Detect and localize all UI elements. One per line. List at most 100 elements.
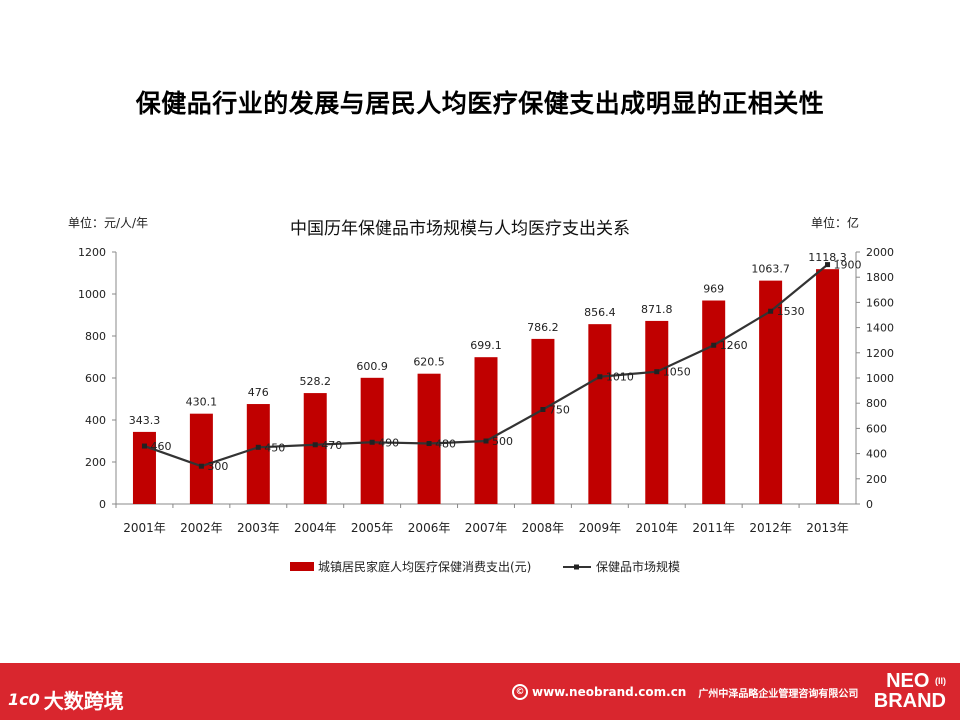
line-point [711, 342, 717, 348]
line-value-label: 500 [492, 435, 513, 448]
line-value-label: 490 [378, 436, 399, 449]
legend-label-bars: 城镇居民家庭人均医疗保健消费支出(元) [318, 559, 531, 574]
x-tick-label: 2013年 [806, 521, 849, 535]
line-point [825, 262, 831, 268]
x-tick-label: 2008年 [522, 521, 565, 535]
chart-title: 中国历年保健品市场规模与人均医疗支出关系 [290, 219, 630, 239]
legend-label-line: 保健品市场规模 [596, 559, 680, 574]
line-value-label: 300 [207, 460, 228, 473]
bar [702, 300, 726, 504]
x-tick-label: 2007年 [465, 521, 508, 535]
bar-value-label: 786.2 [527, 321, 559, 334]
left-axis-unit: 单位：元/人/年 [68, 216, 149, 230]
legend-swatch-marker [574, 564, 579, 570]
line-value-label: 460 [150, 440, 171, 453]
left-tick-label: 1000 [78, 288, 106, 301]
bar [588, 324, 612, 504]
x-tick-label: 2012年 [749, 521, 792, 535]
right-tick-label: 1200 [866, 347, 894, 360]
bar [645, 320, 669, 504]
bar-value-label: 856.4 [584, 306, 616, 319]
x-tick-label: 2001年 [123, 521, 166, 535]
bar-value-label: 1118.3 [808, 251, 847, 264]
x-tick-label: 2006年 [408, 521, 451, 535]
left-tick-label: 0 [99, 498, 106, 511]
line-value-label: 450 [264, 441, 285, 454]
bar-value-label: 430.1 [186, 396, 218, 409]
right-tick-label: 1800 [866, 271, 894, 284]
right-tick-label: 2000 [866, 246, 894, 259]
x-tick-label: 2002年 [180, 521, 223, 535]
bar [816, 269, 840, 504]
line-value-label: 1010 [606, 371, 634, 384]
line-value-label: 1900 [834, 259, 862, 272]
right-tick-label: 0 [866, 498, 873, 511]
left-tick-label: 1200 [78, 246, 106, 259]
combo-chart: 0 200 400 600 800 1000 1200 0 200 400 600 800 1000 12… [78, 246, 894, 574]
line-point [141, 443, 147, 449]
bar [417, 373, 441, 504]
right-tick-label: 200 [866, 473, 887, 486]
footer-website[interactable]: © www.neobrand.com.cn 广州中泽品略企业管理咨询有限公司 [512, 684, 858, 700]
line-point [426, 441, 432, 447]
bar-value-label: 600.9 [356, 360, 388, 373]
neobrand-logo-line1: NEO [886, 670, 930, 692]
bar-value-label: 528.2 [299, 375, 331, 388]
right-tick-label: 800 [866, 397, 887, 410]
bar-value-label: 620.5 [413, 356, 445, 369]
line-point [369, 439, 375, 445]
footer-url-text[interactable]: www.neobrand.com.cn [532, 685, 687, 699]
left-tick-label: 600 [85, 372, 106, 385]
left-tick-label: 800 [85, 330, 106, 343]
footer-bar: 1c0 大数跨境 © www.neobrand.com.cn 广州中泽品略企业管… [0, 663, 960, 720]
bar [303, 393, 327, 504]
dashu-logo-mark: 1c0 [8, 690, 40, 709]
line-value-label: 1050 [663, 366, 691, 379]
line-point [597, 374, 603, 380]
neobrand-logo-line2: BRAND [873, 690, 946, 712]
left-tick-label: 400 [85, 414, 106, 427]
bar [132, 431, 156, 504]
bar-value-label: 699.1 [470, 339, 502, 352]
x-tick-label: 2005年 [351, 521, 394, 535]
bar-value-label: 871.8 [641, 303, 673, 316]
line-value-label: 480 [435, 438, 456, 451]
x-tick-label: 2004年 [294, 521, 337, 535]
line-value-label: 750 [549, 404, 570, 417]
bar-value-label: 1063.7 [751, 263, 790, 276]
bar [759, 280, 783, 504]
line-value-label: 1260 [720, 339, 748, 352]
right-tick-label: 600 [866, 422, 887, 435]
x-tick-label: 2011年 [692, 521, 735, 535]
slide-title: 保健品行业的发展与居民人均医疗保健支出成明显的正相关性 [135, 89, 825, 118]
copyright-icon: © [512, 684, 528, 700]
line-point [255, 444, 261, 450]
line-value-label: 470 [321, 439, 342, 452]
dashu-logo-text: 大数跨境 [43, 689, 124, 713]
bar [189, 413, 213, 504]
neobrand-logo-sup: (II) [935, 676, 946, 686]
right-tick-label: 1400 [866, 322, 894, 335]
left-tick-label: 200 [85, 456, 106, 469]
right-tick-label: 400 [866, 448, 887, 461]
line-value-label: 1530 [777, 305, 805, 318]
line-point [198, 463, 204, 469]
line-point [312, 442, 318, 448]
x-tick-label: 2009年 [579, 521, 622, 535]
right-axis-unit: 单位：亿 [811, 216, 860, 230]
right-tick-label: 1600 [866, 296, 894, 309]
right-tick-label: 1000 [866, 372, 894, 385]
legend-swatch-bars [290, 562, 314, 571]
x-tick-label: 2003年 [237, 521, 280, 535]
bar-value-label: 476 [248, 386, 269, 399]
line-point [654, 369, 660, 375]
line-point [540, 407, 546, 412]
bar-value-label: 969 [703, 283, 724, 296]
bar [531, 338, 555, 504]
neobrand-logo: NEO (II) BRAND [864, 671, 946, 711]
x-tick-label: 2010年 [635, 521, 678, 535]
bar [246, 404, 270, 504]
line-point [483, 438, 489, 444]
bar-value-label: 343.3 [129, 414, 161, 427]
dashu-logo: 1c0 大数跨境 [8, 685, 124, 714]
